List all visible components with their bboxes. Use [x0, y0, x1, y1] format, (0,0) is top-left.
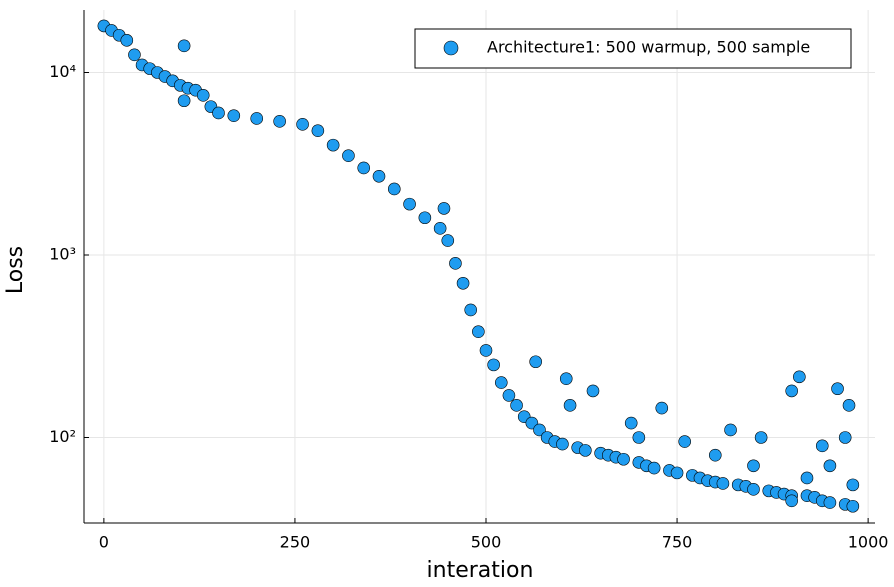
point — [403, 197, 416, 211]
point — [372, 169, 386, 183]
point — [624, 416, 638, 430]
point — [250, 112, 264, 125]
point — [418, 211, 432, 225]
point — [724, 423, 737, 437]
point — [529, 355, 542, 369]
point — [846, 478, 860, 492]
point — [785, 494, 798, 508]
point — [227, 109, 241, 122]
point — [533, 423, 546, 437]
x-tick-label: 750 — [662, 533, 693, 552]
point — [464, 303, 478, 317]
point — [831, 382, 844, 396]
point — [708, 448, 722, 462]
point — [655, 401, 669, 415]
y-axis-label: Loss — [3, 246, 28, 294]
point — [579, 444, 592, 457]
point — [815, 439, 829, 453]
point — [177, 94, 191, 108]
point — [617, 452, 630, 466]
point — [838, 431, 852, 444]
point — [437, 202, 451, 215]
point — [670, 466, 684, 480]
point — [586, 384, 600, 398]
x-axis-label: interation — [427, 558, 534, 583]
point — [342, 149, 355, 163]
x-tick-label: 0 — [99, 533, 109, 552]
point — [128, 48, 141, 62]
point — [510, 399, 523, 412]
y-tick-label: 10² — [49, 427, 76, 446]
point — [800, 471, 814, 485]
point — [754, 431, 768, 444]
point — [823, 459, 837, 473]
point — [747, 483, 760, 496]
point — [556, 437, 569, 451]
point — [785, 384, 798, 398]
legend-label: Architecture1: 500 warmup, 500 sample — [487, 38, 810, 57]
point — [563, 399, 577, 412]
legend-box — [414, 28, 852, 69]
y-tick-label: 10³ — [49, 244, 76, 263]
point — [716, 477, 730, 490]
point — [823, 496, 837, 509]
point — [357, 161, 371, 175]
point — [647, 461, 661, 475]
point — [433, 222, 447, 235]
x-tick-label: 500 — [471, 533, 502, 552]
point — [449, 257, 462, 270]
point — [311, 124, 325, 137]
point — [326, 138, 340, 152]
x-tick-label: 1000 — [848, 533, 889, 552]
y-tick-label: 10⁴ — [49, 62, 76, 81]
point — [793, 370, 806, 384]
point — [487, 358, 500, 372]
legend: Architecture1: 500 warmup, 500 sample — [414, 28, 852, 69]
point — [441, 234, 455, 247]
point — [296, 118, 309, 131]
point — [846, 499, 860, 513]
point — [472, 325, 485, 338]
point — [747, 459, 760, 473]
point — [494, 376, 508, 389]
point — [479, 344, 493, 357]
point — [632, 431, 646, 444]
point — [387, 182, 401, 196]
point — [456, 276, 470, 290]
point — [502, 389, 516, 402]
legend-marker — [443, 40, 459, 56]
point — [678, 435, 692, 448]
point — [273, 115, 286, 128]
x-tick-label: 250 — [280, 533, 311, 552]
point — [196, 88, 210, 102]
point — [559, 372, 573, 385]
point — [842, 399, 856, 412]
point — [212, 106, 225, 120]
point — [177, 39, 191, 53]
point — [120, 34, 134, 47]
